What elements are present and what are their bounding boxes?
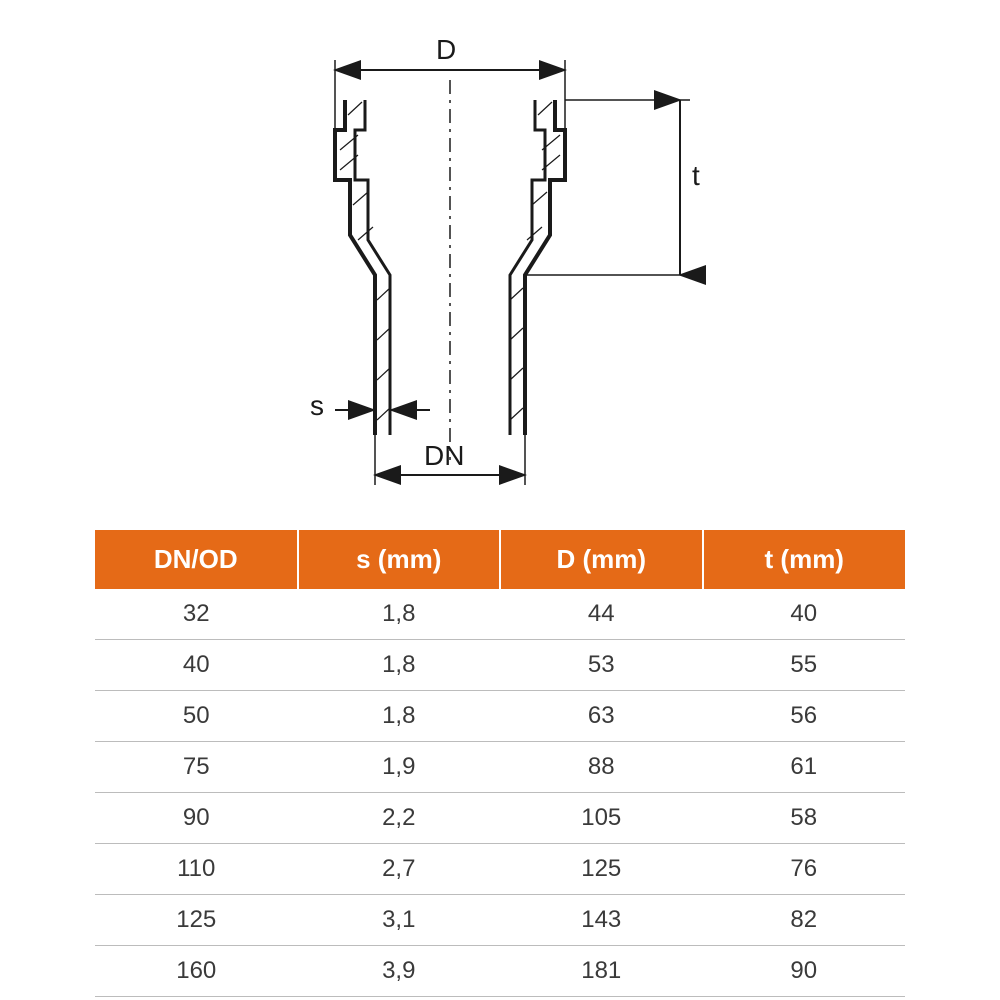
table-row: 321,84440 bbox=[95, 589, 905, 640]
table-cell: 110 bbox=[95, 844, 298, 895]
table-cell: 105 bbox=[500, 793, 703, 844]
spec-table-container: DN/ODs (mm)D (mm)t (mm) 321,84440401,853… bbox=[95, 530, 905, 997]
table-cell: 44 bbox=[500, 589, 703, 640]
table-header-cell: s (mm) bbox=[298, 530, 501, 589]
table-cell: 1,8 bbox=[298, 640, 501, 691]
dim-label-d: D bbox=[436, 34, 456, 66]
table-cell: 61 bbox=[703, 742, 906, 793]
table-cell: 143 bbox=[500, 895, 703, 946]
spec-table: DN/ODs (mm)D (mm)t (mm) 321,84440401,853… bbox=[95, 530, 905, 997]
table-header-cell: t (mm) bbox=[703, 530, 906, 589]
table-row: 1102,712576 bbox=[95, 844, 905, 895]
table-cell: 76 bbox=[703, 844, 906, 895]
table-cell: 63 bbox=[500, 691, 703, 742]
table-cell: 75 bbox=[95, 742, 298, 793]
table-cell: 40 bbox=[95, 640, 298, 691]
table-cell: 88 bbox=[500, 742, 703, 793]
table-row: 1253,114382 bbox=[95, 895, 905, 946]
dim-label-s: s bbox=[310, 390, 324, 422]
table-cell: 1,8 bbox=[298, 691, 501, 742]
dim-label-t: t bbox=[692, 160, 700, 192]
table-cell: 2,7 bbox=[298, 844, 501, 895]
table-header-row: DN/ODs (mm)D (mm)t (mm) bbox=[95, 530, 905, 589]
table-cell: 3,1 bbox=[298, 895, 501, 946]
table-cell: 55 bbox=[703, 640, 906, 691]
table-cell: 90 bbox=[95, 793, 298, 844]
table-row: 902,210558 bbox=[95, 793, 905, 844]
table-cell: 56 bbox=[703, 691, 906, 742]
table-row: 501,86356 bbox=[95, 691, 905, 742]
table-cell: 3,9 bbox=[298, 946, 501, 997]
table-cell: 125 bbox=[500, 844, 703, 895]
pipe-diagram: D t s DN bbox=[180, 40, 820, 500]
table-cell: 82 bbox=[703, 895, 906, 946]
table-row: 751,98861 bbox=[95, 742, 905, 793]
table-row: 1603,918190 bbox=[95, 946, 905, 997]
table-cell: 53 bbox=[500, 640, 703, 691]
table-cell: 1,8 bbox=[298, 589, 501, 640]
table-cell: 125 bbox=[95, 895, 298, 946]
dim-label-dn: DN bbox=[424, 440, 464, 472]
table-cell: 90 bbox=[703, 946, 906, 997]
table-cell: 50 bbox=[95, 691, 298, 742]
table-cell: 1,9 bbox=[298, 742, 501, 793]
table-row: 401,85355 bbox=[95, 640, 905, 691]
table-body: 321,84440401,85355501,86356751,98861902,… bbox=[95, 589, 905, 997]
table-cell: 58 bbox=[703, 793, 906, 844]
table-cell: 32 bbox=[95, 589, 298, 640]
table-cell: 40 bbox=[703, 589, 906, 640]
table-cell: 2,2 bbox=[298, 793, 501, 844]
table-cell: 160 bbox=[95, 946, 298, 997]
pipe-diagram-svg bbox=[180, 40, 820, 500]
table-header-cell: D (mm) bbox=[500, 530, 703, 589]
table-cell: 181 bbox=[500, 946, 703, 997]
table-header-cell: DN/OD bbox=[95, 530, 298, 589]
